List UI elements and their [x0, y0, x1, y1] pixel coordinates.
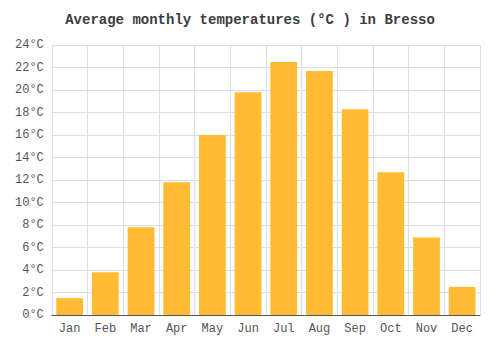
svg-text:Nov: Nov [416, 322, 438, 336]
svg-text:Average monthly temperatures (: Average monthly temperatures (°C ) in Br… [65, 12, 435, 28]
svg-text:Apr: Apr [166, 322, 188, 336]
svg-text:Mar: Mar [130, 322, 152, 336]
svg-text:20°C: 20°C [15, 83, 44, 97]
svg-text:Jun: Jun [237, 322, 259, 336]
svg-text:May: May [202, 322, 224, 336]
svg-text:Dec: Dec [451, 322, 473, 336]
svg-text:18°C: 18°C [15, 106, 44, 120]
svg-text:Aug: Aug [309, 322, 331, 336]
svg-text:10°C: 10°C [15, 196, 44, 210]
svg-text:22°C: 22°C [15, 61, 44, 75]
svg-text:Oct: Oct [380, 322, 402, 336]
svg-text:14°C: 14°C [15, 151, 44, 165]
svg-text:6°C: 6°C [22, 241, 44, 255]
svg-text:Jan: Jan [59, 322, 81, 336]
svg-text:Sep: Sep [344, 322, 366, 336]
svg-text:2°C: 2°C [22, 286, 44, 300]
svg-text:Jul: Jul [273, 322, 295, 336]
svg-text:Feb: Feb [95, 322, 117, 336]
svg-text:16°C: 16°C [15, 128, 44, 142]
svg-text:0°C: 0°C [22, 308, 44, 322]
svg-text:24°C: 24°C [15, 38, 44, 52]
svg-text:12°C: 12°C [15, 173, 44, 187]
svg-text:4°C: 4°C [22, 263, 44, 277]
svg-text:8°C: 8°C [22, 218, 44, 232]
